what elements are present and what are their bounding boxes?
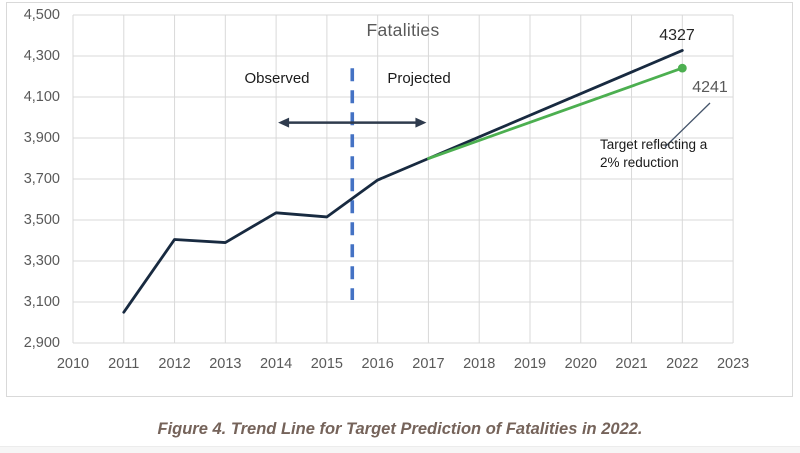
target-note-leader-line [664,102,711,148]
x-axis-tick-label: 2023 [716,356,750,372]
chart-title: Fatalities [366,20,440,40]
y-axis-tick-label: 3,100 [23,294,60,310]
y-axis-tick-label: 3,500 [23,212,60,228]
y-axis-tick-label: 3,900 [23,130,60,146]
y-axis-tick-label: 4,500 [23,7,60,23]
fatalities-trend-series [122,49,684,314]
x-axis-tick-label: 2018 [463,356,496,372]
observed-zone-label: Observed [244,70,310,87]
line-chart-plot [72,14,734,344]
target-note-annotation: Target reflecting a 2% reduction [600,137,708,170]
x-axis-tick-label: 2011 [108,356,140,372]
x-axis-tick-label: 2012 [158,356,191,372]
y-axis-tick-label: 4,100 [23,89,60,105]
x-axis-tick-label: 2015 [310,356,343,372]
target-endpoint-value-label: 4241 [692,79,728,96]
x-axis-tick-label: 2014 [259,356,293,372]
x-axis-tick-label: 2021 [615,356,648,372]
x-axis-tick-label: 2020 [564,356,597,372]
y-axis-tick-label: 4,300 [23,48,60,64]
x-axis-tick-label: 2019 [513,356,547,372]
x-axis-tick-label: 2017 [412,356,445,372]
x-axis-tick-label: 2013 [209,356,242,372]
target-reduction-line-series [427,66,684,160]
y-axis-tick-label: 3,700 [23,171,60,187]
figure-caption: Figure 4. Trend Line for Target Predicti… [157,420,643,438]
x-axis-tick-label: 2016 [361,356,394,372]
x-axis-tick-label: 2010 [56,356,90,372]
target-reduction-line-end-marker [677,63,687,73]
y-axis-tick-label: 3,300 [23,253,60,269]
x-axis-tick-label: 2022 [666,356,699,372]
y-axis-tick-label: 2,900 [23,335,60,351]
page-bottom-strip [0,446,800,453]
chart-frame [6,2,793,397]
trend-endpoint-value-label: 4327 [659,27,695,44]
arrowhead-right-icon [415,117,427,128]
projected-zone-label: Projected [387,70,451,87]
arrowhead-left-icon [278,117,290,128]
